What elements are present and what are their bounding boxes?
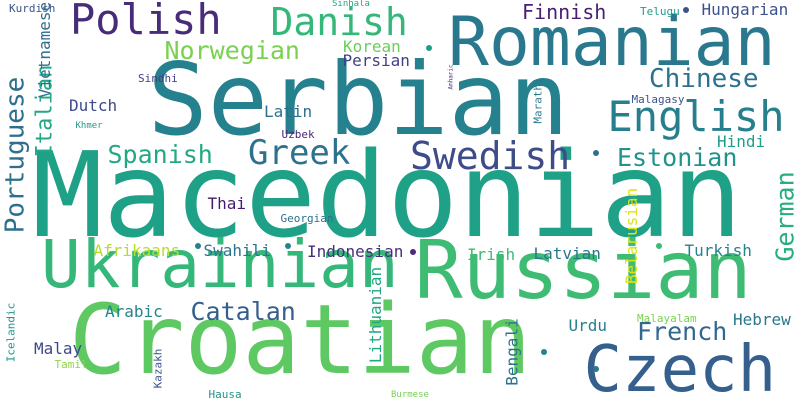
word-dutch: Dutch xyxy=(69,96,118,115)
word-russian: Russian xyxy=(414,224,752,317)
word-norwegian: Norwegian xyxy=(164,35,300,65)
word-georgian: Georgian xyxy=(280,211,334,225)
word-uzbek: Uzbek xyxy=(281,127,315,141)
word-hebrew: Hebrew xyxy=(733,310,791,329)
decorative-dot xyxy=(683,7,689,13)
word-estonian: Estonian xyxy=(617,142,738,172)
word-telugu: Telugu xyxy=(640,4,680,18)
decorative-dot xyxy=(285,243,291,249)
decorative-dot xyxy=(195,243,201,249)
word-romanian: Romanian xyxy=(448,3,776,82)
word-ukrainian: Ukrainian xyxy=(41,226,399,303)
word-spanish: Spanish xyxy=(107,139,213,169)
word-english: English xyxy=(607,92,785,141)
word-croatian: Croatian xyxy=(69,284,532,396)
word-bengali: Bengali xyxy=(502,318,522,386)
word-marathi: Marathi xyxy=(531,76,545,124)
word-finnish: Finnish xyxy=(522,0,607,24)
word-serbian: Serbian xyxy=(147,41,569,158)
word-german: German xyxy=(770,170,800,262)
word-sindhi: Sindhi xyxy=(138,71,178,85)
word-chinese: Chinese xyxy=(649,64,759,94)
word-indonesian: Indonesian xyxy=(307,242,404,261)
decorative-dot xyxy=(656,243,662,249)
word-hindi: Hindi xyxy=(717,132,766,151)
decorative-dot xyxy=(593,150,599,156)
word-latin: Latin xyxy=(264,102,313,121)
word-belarusian: Belarusian xyxy=(622,187,642,285)
word-malay: Malay xyxy=(34,339,83,358)
word-latvian: Latvian xyxy=(533,244,601,263)
word-french: French xyxy=(637,316,728,346)
word-korean: Korean xyxy=(343,37,401,56)
word-swahili: Swahili xyxy=(203,241,271,260)
word-burmese: Burmese xyxy=(391,389,429,400)
decorative-dot xyxy=(410,249,416,255)
word-tamil: Tamil xyxy=(54,357,88,371)
word-malagasy: Malagasy xyxy=(631,92,685,106)
word-portuguese: Portuguese xyxy=(0,76,30,234)
word-irish: Irish xyxy=(467,245,516,264)
word-lithuanian: Lithuanian xyxy=(366,266,386,364)
word-kurdish: Kurdish xyxy=(9,1,56,15)
word-hungarian: Hungarian xyxy=(701,0,789,19)
decorative-dot xyxy=(593,366,599,372)
word-polish: Polish xyxy=(70,0,222,44)
word-swedish: Swedish xyxy=(410,134,571,178)
word-malayalam: Malayalam xyxy=(637,311,697,325)
word-greek: Greek xyxy=(248,133,351,173)
word-urdu: Urdu xyxy=(568,316,608,335)
word-kazakh: Kazakh xyxy=(151,348,165,388)
word-turkish: Turkish xyxy=(684,241,752,260)
word-sinhala: Sinhala xyxy=(332,0,370,9)
word-hausa: Hausa xyxy=(208,387,242,400)
word-persian: Persian xyxy=(342,51,410,70)
word-afrikaans: Afrikaans xyxy=(93,241,181,260)
word-czech: Czech xyxy=(583,333,777,400)
word-icelandic: Icelandic xyxy=(4,302,18,362)
word-vietnamese: Vietnamese xyxy=(35,1,55,99)
word-khmer: Khmer xyxy=(75,120,103,131)
word-catalan: Catalan xyxy=(190,296,296,326)
word-danish: Danish xyxy=(270,0,408,44)
word-macedonian: Macedonian xyxy=(32,126,743,264)
decorative-dot xyxy=(541,349,547,355)
word-thai: Thai xyxy=(207,194,247,213)
word-arabic: Arabic xyxy=(105,302,163,321)
decorative-dot xyxy=(426,45,432,51)
word-amharic: Amharic xyxy=(447,64,455,90)
